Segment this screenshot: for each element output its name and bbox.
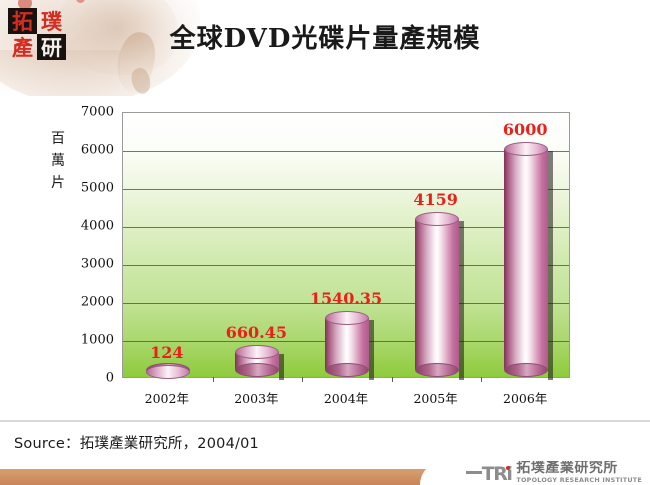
- y-axis-title-char-3: 片: [51, 175, 65, 191]
- bar-base-ellipse: [325, 363, 369, 377]
- y-axis-tick-label: 5000: [80, 180, 114, 196]
- bar-cylinder: [145, 363, 190, 380]
- x-axis-tick: [302, 377, 304, 382]
- bar-cylinder: [504, 142, 554, 380]
- y-axis-title: 百 萬 片: [48, 128, 68, 194]
- tri-letters: TRi: [481, 463, 513, 485]
- y-axis-tick-label: 0: [105, 370, 114, 386]
- tri-wordmark: 拓墣產業研究所 TOPOLOGY RESEARCH INSTITUTE: [516, 461, 642, 483]
- page-title: 全球DVD光碟片量產規模: [169, 24, 481, 54]
- gridline: [123, 151, 569, 152]
- tri-corner-logo: 拓 璞 產 研: [8, 8, 66, 60]
- bar-value-label: 124: [150, 343, 184, 363]
- tri-logotype: TRi: [465, 463, 513, 485]
- gridline: [123, 227, 569, 228]
- tri-footer-logo: TRi 拓墣產業研究所 TOPOLOGY RESEARCH INSTITUTE: [465, 461, 642, 485]
- bar-value-label: 6000: [502, 120, 548, 139]
- x-axis-tick: [391, 377, 393, 382]
- bar-cylinder: [235, 344, 285, 380]
- y-axis-tick-label: 2000: [80, 294, 114, 310]
- x-axis-tick-label: 2003年: [234, 391, 279, 406]
- gridline: [123, 265, 569, 266]
- footer-bar: TRi 拓墣產業研究所 TOPOLOGY RESEARCH INSTITUTE: [0, 461, 650, 485]
- y-axis-tick-label: 3000: [80, 256, 114, 272]
- tri-dash-icon: [465, 471, 482, 474]
- bar-value-label: 660.45: [225, 322, 288, 342]
- bar-top-ellipse: [145, 365, 190, 380]
- bar-cylinder: [414, 211, 464, 380]
- y-axis-tick-label: 4000: [80, 218, 114, 234]
- bar-shadow: [548, 151, 554, 380]
- x-axis-tick-label: 2006年: [503, 391, 548, 406]
- y-axis-tick-label: 7000: [80, 104, 114, 120]
- plot-area: [122, 112, 570, 382]
- bar-base-ellipse: [504, 363, 549, 377]
- x-axis-tick: [481, 377, 483, 382]
- y-axis-title-char-1: 百: [51, 131, 65, 147]
- tri-name-en: TOPOLOGY RESEARCH INSTITUTE: [516, 475, 642, 484]
- y-axis-tick-label: 1000: [80, 332, 114, 348]
- x-axis-tick-label: 2004年: [323, 391, 369, 406]
- bar-shadow: [279, 353, 285, 380]
- bar-body: [414, 218, 459, 370]
- gridline: [123, 189, 569, 190]
- bar-base-ellipse: [235, 363, 280, 377]
- bar-body: [504, 149, 549, 370]
- logo-char-3: 產: [12, 34, 33, 60]
- x-axis-tick-label: 2005年: [413, 391, 458, 406]
- bar-value-label: 4159: [413, 189, 458, 209]
- source-text: Source：拓璞產業研究所，2004/01: [14, 436, 259, 452]
- bar-value-label: 1540.35: [309, 289, 383, 309]
- y-axis-title-char-2: 萬: [51, 153, 65, 169]
- bar-top-ellipse: [325, 311, 369, 326]
- bar-top-ellipse: [235, 344, 280, 359]
- x-axis-tick: [212, 377, 214, 382]
- bar-body: [325, 318, 369, 370]
- x-axis-tick-label: 2002年: [144, 391, 189, 406]
- logo-char-2: 璞: [41, 8, 62, 34]
- logo-char-4: 研: [37, 34, 66, 60]
- footer-curve: [420, 461, 650, 485]
- bar-base-ellipse: [414, 363, 459, 377]
- logo-char-1: 拓: [8, 8, 37, 34]
- tri-dot-icon: [506, 466, 511, 470]
- bar-top-ellipse: [504, 142, 549, 156]
- bar-shadow: [369, 320, 374, 380]
- bar-top-ellipse: [414, 211, 459, 226]
- y-axis-tick-label: 6000: [80, 142, 114, 158]
- bar-shadow: [458, 220, 464, 380]
- bar-cylinder: [325, 311, 374, 380]
- gridline: [123, 303, 569, 304]
- source-divider: [0, 420, 650, 422]
- tri-name-cn: 拓墣產業研究所: [516, 461, 618, 476]
